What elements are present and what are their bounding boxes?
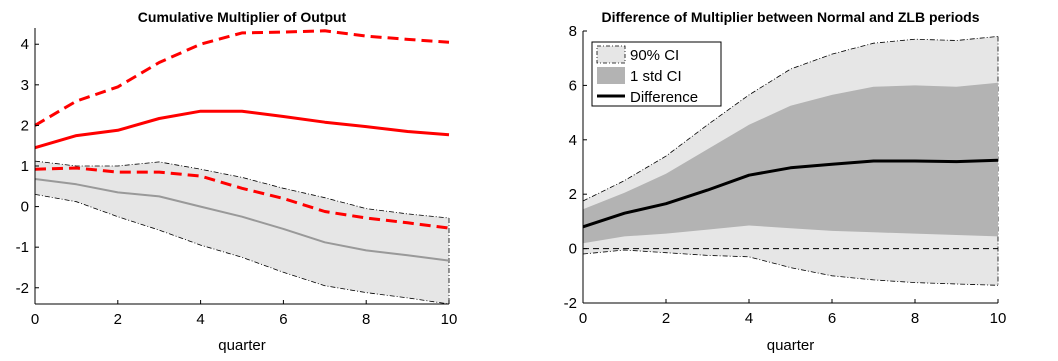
y-tick-label: 2 [21, 117, 29, 134]
legend-label-1std: 1 std CI [630, 68, 682, 85]
y-tick-label: 0 [569, 241, 577, 258]
left-panel: Cumulative Multiplier of Output quarter … [16, 9, 458, 354]
ci-upper-edge [34, 160, 450, 219]
right-chart-title: Difference of Multiplier between Normal … [601, 9, 979, 25]
y-tick-label: -2 [16, 280, 29, 297]
x-tick-label: 4 [196, 311, 204, 328]
series-line-median-normal [34, 178, 450, 262]
right-panel: Difference of Multiplier between Normal … [564, 9, 1007, 354]
x-tick-label: 2 [662, 310, 670, 327]
legend-swatch-1std [597, 67, 625, 84]
y-tick-label: 1 [21, 158, 29, 175]
series-line-lower-zlb [34, 166, 450, 230]
x-tick-label: 10 [990, 310, 1007, 327]
ci-band-band [35, 161, 449, 304]
ci-lower-edge [34, 194, 450, 305]
y-tick-label: 2 [569, 186, 577, 203]
y-tick-label: 8 [569, 23, 577, 40]
legend: 90% CI 1 std CI Difference [591, 41, 722, 107]
legend-label-90ci: 90% CI [630, 47, 679, 64]
x-tick-label: 0 [31, 311, 39, 328]
y-tick-label: 4 [21, 36, 29, 53]
series-line-line [582, 158, 999, 229]
series-line-upper-zlb [34, 29, 450, 127]
y-tick-label: 0 [21, 199, 29, 216]
x-tick-label: 6 [828, 310, 836, 327]
series-line-median-zlb [34, 109, 450, 150]
x-tick-label: 2 [114, 311, 122, 328]
legend-label-difference: Difference [630, 89, 698, 106]
x-tick-label: 10 [441, 311, 458, 328]
y-tick-label: 6 [569, 77, 577, 94]
left-chart-title: Cumulative Multiplier of Output [138, 9, 347, 25]
plot-area-0 [34, 29, 450, 305]
plot-area-1 [582, 36, 999, 286]
y-tick-label: -1 [16, 239, 29, 256]
x-tick-label: 0 [579, 310, 587, 327]
left-x-axis-label: quarter [218, 337, 266, 354]
right-x-axis-label: quarter [767, 337, 815, 354]
x-tick-label: 4 [745, 310, 753, 327]
legend-swatch-90ci [596, 45, 626, 64]
x-tick-label: 8 [362, 311, 370, 328]
x-tick-label: 8 [911, 310, 919, 327]
y-tick-label: -2 [564, 295, 577, 312]
x-tick-label: 6 [279, 311, 287, 328]
ci-band-band1sd [583, 82, 998, 244]
y-tick-label: 3 [21, 77, 29, 94]
y-tick-label: 4 [569, 132, 577, 149]
